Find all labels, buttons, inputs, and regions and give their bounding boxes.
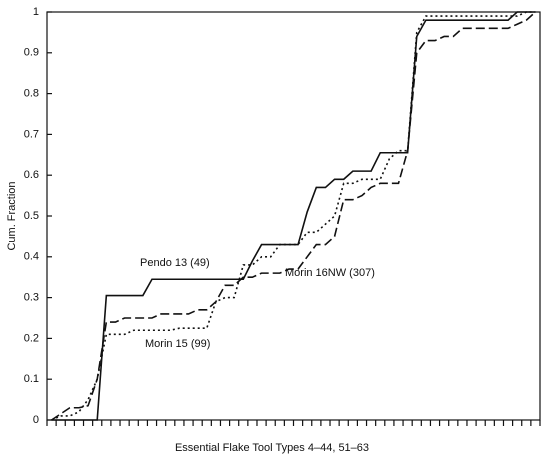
y-tick-label: 0.6: [24, 169, 39, 181]
x-axis-label: Essential Flake Tool Types 4–44, 51–63: [175, 442, 369, 454]
series-line: [51, 11, 536, 421]
y-tick-label: 0.3: [24, 292, 39, 304]
y-tick-label: 0.2: [24, 332, 39, 344]
y-tick-label: 0.5: [24, 210, 39, 222]
series-label: Morin 15 (99): [145, 338, 210, 350]
y-tick-label: 1: [33, 6, 39, 18]
series-label: Morin 16NW (307): [285, 267, 375, 279]
series-label: Pendo 13 (49): [140, 257, 210, 269]
y-tick-label: 0: [33, 414, 39, 426]
series-line: [51, 11, 536, 421]
y-tick-label: 0.8: [24, 88, 39, 100]
y-tick-label: 0.4: [24, 251, 39, 263]
plot-frame: [46, 11, 541, 421]
series-line: [51, 11, 536, 421]
y-axis-label: Cum. Fraction: [6, 181, 18, 250]
y-tick-label: 0.9: [24, 47, 39, 59]
y-tick-label: 0.1: [24, 373, 39, 385]
y-tick-label: 0.7: [24, 128, 39, 140]
